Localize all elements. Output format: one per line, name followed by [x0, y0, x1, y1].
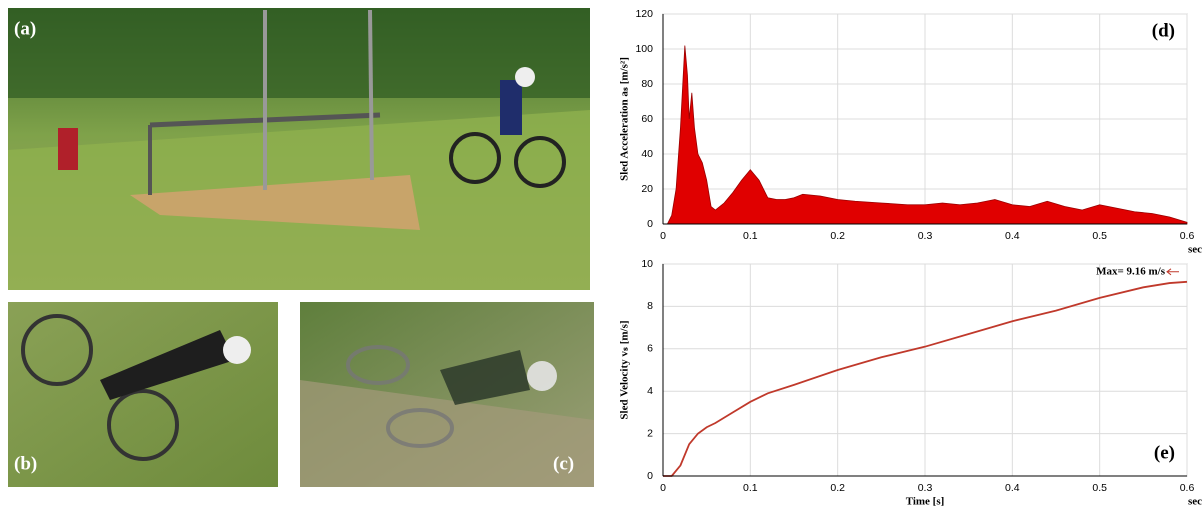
y-tick-label: 6 [647, 343, 653, 355]
x-tick-label: 0.3 [918, 482, 933, 494]
panel-label: (d) [1152, 20, 1175, 41]
y-axis-label: Sled Velocity vₛ [m/s] [619, 320, 631, 419]
y-tick-label: 40 [641, 148, 653, 160]
x-tick-label: 0.4 [1005, 482, 1020, 494]
y-axis-label: Sled Acceleration aₛ [m/s²] [619, 57, 631, 181]
x-axis-label: sec [1188, 244, 1202, 256]
figure: (a) (b) (c) 02040608010012000.10.20.30.4… [0, 0, 1203, 509]
panel-label: (a) [14, 18, 36, 39]
y-tick-label: 0 [647, 470, 653, 482]
panel-label: (e) [1154, 442, 1175, 463]
annotation: Max= 9.16 m/s [1096, 265, 1166, 277]
y-tick-label: 20 [641, 183, 653, 195]
x-tick-label: 0.2 [830, 230, 845, 242]
x-tick-label: 0.5 [1092, 230, 1107, 242]
y-tick-label: 120 [635, 8, 653, 20]
x-unit-label: sec [1188, 496, 1202, 508]
panel-label: (c) [553, 453, 574, 474]
y-tick-label: 10 [641, 258, 653, 270]
x-tick-label: 0.5 [1092, 482, 1107, 494]
photo-b [8, 302, 278, 487]
x-tick-label: 0 [660, 230, 666, 242]
y-tick-label: 0 [647, 218, 653, 230]
panel-label: (b) [14, 453, 37, 474]
y-tick-label: 8 [647, 300, 653, 312]
x-tick-label: 0.2 [830, 482, 845, 494]
x-tick-label: 0.1 [743, 482, 758, 494]
x-tick-label: 0.3 [918, 230, 933, 242]
photo-a [8, 8, 590, 290]
photo-c [300, 302, 594, 487]
y-tick-label: 4 [647, 385, 653, 397]
y-tick-label: 100 [635, 43, 653, 55]
x-tick-label: 0.6 [1180, 482, 1195, 494]
y-tick-label: 80 [641, 78, 653, 90]
x-tick-label: 0.1 [743, 230, 758, 242]
x-tick-label: 0.6 [1180, 230, 1195, 242]
y-tick-label: 2 [647, 427, 653, 439]
x-tick-label: 0.4 [1005, 230, 1020, 242]
y-tick-label: 60 [641, 113, 653, 125]
x-tick-label: 0 [660, 482, 666, 494]
x-axis-label: Time [s] [906, 496, 945, 508]
